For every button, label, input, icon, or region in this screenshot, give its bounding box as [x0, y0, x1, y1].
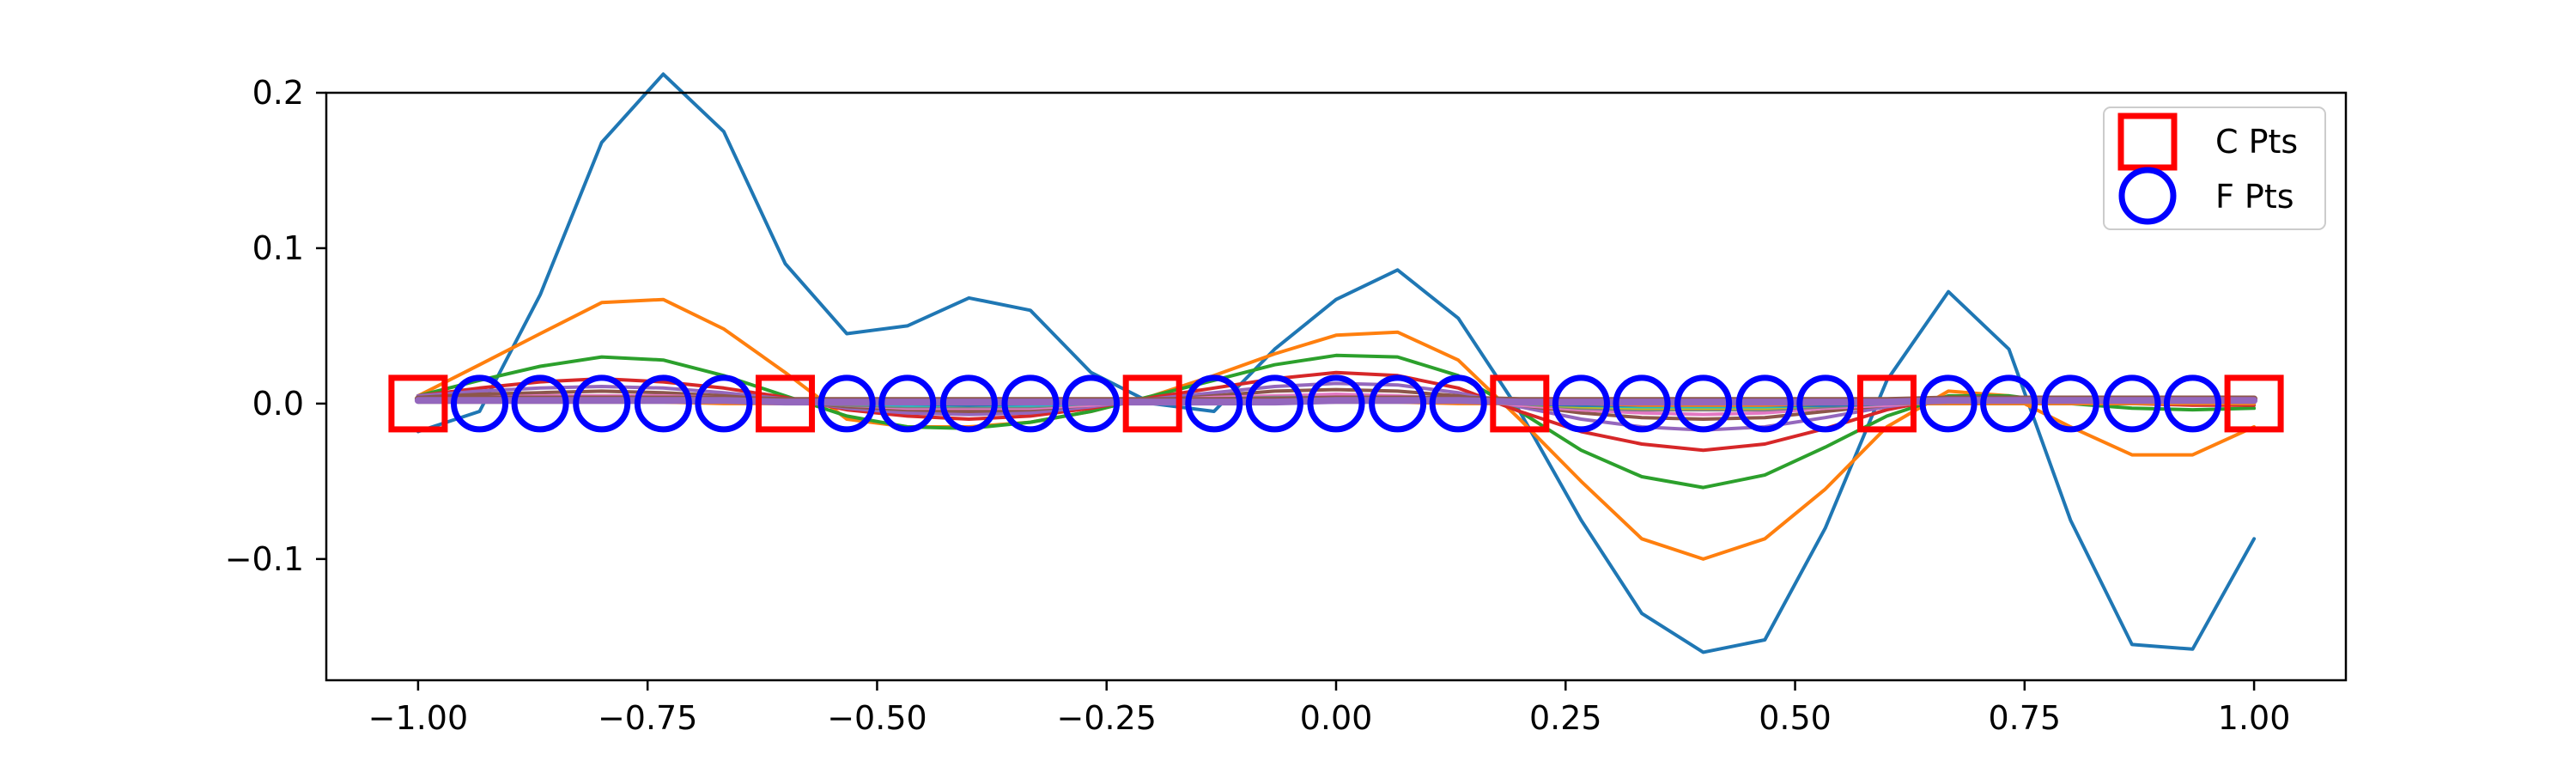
y-tick-label: 0.0: [252, 385, 304, 423]
c-point-marker: [1490, 374, 1550, 433]
y-tick-label: 0.1: [252, 229, 304, 267]
c-point-marker: [388, 374, 448, 433]
c-point-marker: [1122, 374, 1182, 433]
x-tick-label: 0.00: [1300, 699, 1373, 737]
f-point-marker: [1552, 374, 1610, 433]
f-point-marker: [1307, 374, 1365, 433]
f-point-marker: [1980, 374, 2038, 433]
f-point-marker: [573, 374, 631, 433]
f-point-marker: [1919, 374, 1978, 433]
f-point-marker: [2163, 374, 2221, 433]
x-tick-label: −0.75: [598, 699, 697, 737]
f-point-marker: [1429, 374, 1487, 433]
c-point-marker: [756, 374, 816, 433]
marker-layer: [388, 374, 2284, 433]
f-point-marker: [939, 374, 998, 433]
f-point-marker: [1674, 374, 1733, 433]
f-point-marker: [634, 374, 692, 433]
legend: C Pts F Pts: [2103, 107, 2326, 230]
c-point-marker: [1856, 374, 1917, 433]
series-line-2: [416, 297, 2257, 561]
f-point-marker: [817, 374, 876, 433]
f-point-marker: [1245, 374, 1303, 433]
x-tick-label: −0.50: [827, 699, 927, 737]
f-point-marker: [1613, 374, 1671, 433]
legend-f-pts-marker: [2118, 167, 2177, 225]
x-tick-label: 0.75: [1989, 699, 2062, 737]
axis-layer: −1.00 −0.75 −0.50 −0.25 0.00 0.25 0.50 0.75 1.00…: [225, 74, 2291, 737]
series-line-14: [414, 397, 2258, 406]
x-tick-label: 0.50: [1759, 699, 1832, 737]
f-point-marker: [2103, 374, 2161, 433]
c-point-marker: [2224, 374, 2284, 433]
legend-f-pts-label: F Pts: [2215, 178, 2294, 216]
legend-c-pts-label: C Pts: [2215, 123, 2298, 161]
f-point-marker: [1062, 374, 1121, 433]
f-point-marker: [511, 374, 569, 433]
f-point-marker: [451, 374, 509, 433]
f-point-marker: [1185, 374, 1243, 433]
x-tick-label: 0.25: [1529, 699, 1602, 737]
y-tick-label: −0.1: [225, 540, 304, 578]
f-point-marker: [1735, 374, 1794, 433]
f-point-marker: [1001, 374, 1060, 433]
f-point-marker: [1369, 374, 1427, 433]
f-point-marker: [2041, 374, 2099, 433]
legend-box: [2103, 107, 2326, 230]
x-tick-label: 1.00: [2218, 699, 2291, 737]
x-tick-label: −1.00: [368, 699, 468, 737]
series-line-1: [416, 72, 2257, 654]
f-point-marker: [695, 374, 753, 433]
y-tick-label: 0.2: [252, 74, 304, 112]
f-point-marker: [878, 374, 937, 433]
x-tick-label: −0.25: [1057, 699, 1157, 737]
f-point-marker: [1796, 374, 1855, 433]
